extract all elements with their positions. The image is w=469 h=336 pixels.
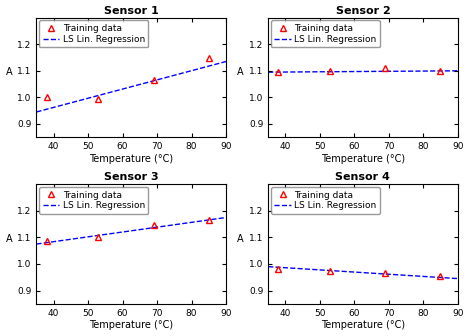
X-axis label: Temperature (°C): Temperature (°C) xyxy=(89,154,173,164)
X-axis label: Temperature (°C): Temperature (°C) xyxy=(321,321,405,330)
Training data xyxy=(327,268,333,272)
Y-axis label: A: A xyxy=(237,234,244,244)
Training data xyxy=(44,95,50,99)
Legend: Training data, LS Lin. Regression: Training data, LS Lin. Regression xyxy=(271,187,380,214)
Training data xyxy=(96,236,101,240)
Training data xyxy=(383,271,388,275)
Legend: Training data, LS Lin. Regression: Training data, LS Lin. Regression xyxy=(39,187,149,214)
Training data xyxy=(383,66,388,70)
Training data xyxy=(151,78,157,82)
Line: Training data: Training data xyxy=(43,54,212,102)
Training data xyxy=(327,69,333,73)
Title: Sensor 1: Sensor 1 xyxy=(104,6,159,15)
Title: Sensor 3: Sensor 3 xyxy=(104,172,159,182)
Line: Training data: Training data xyxy=(275,266,444,280)
Training data xyxy=(438,274,443,278)
Training data xyxy=(276,70,281,74)
Training data xyxy=(206,218,212,222)
Y-axis label: A: A xyxy=(237,68,244,78)
Title: Sensor 4: Sensor 4 xyxy=(335,172,390,182)
X-axis label: Temperature (°C): Temperature (°C) xyxy=(89,321,173,330)
Y-axis label: A: A xyxy=(6,68,12,78)
Legend: Training data, LS Lin. Regression: Training data, LS Lin. Regression xyxy=(39,20,149,47)
X-axis label: Temperature (°C): Temperature (°C) xyxy=(321,154,405,164)
Legend: Training data, LS Lin. Regression: Training data, LS Lin. Regression xyxy=(271,20,380,47)
Training data xyxy=(96,97,101,101)
Training data xyxy=(151,223,157,227)
Training data xyxy=(276,267,281,271)
Title: Sensor 2: Sensor 2 xyxy=(335,6,390,15)
Training data xyxy=(44,239,50,243)
Training data xyxy=(206,55,212,59)
Training data xyxy=(438,69,443,73)
Y-axis label: A: A xyxy=(6,234,12,244)
Line: Training data: Training data xyxy=(43,217,212,245)
Line: Training data: Training data xyxy=(275,65,444,76)
